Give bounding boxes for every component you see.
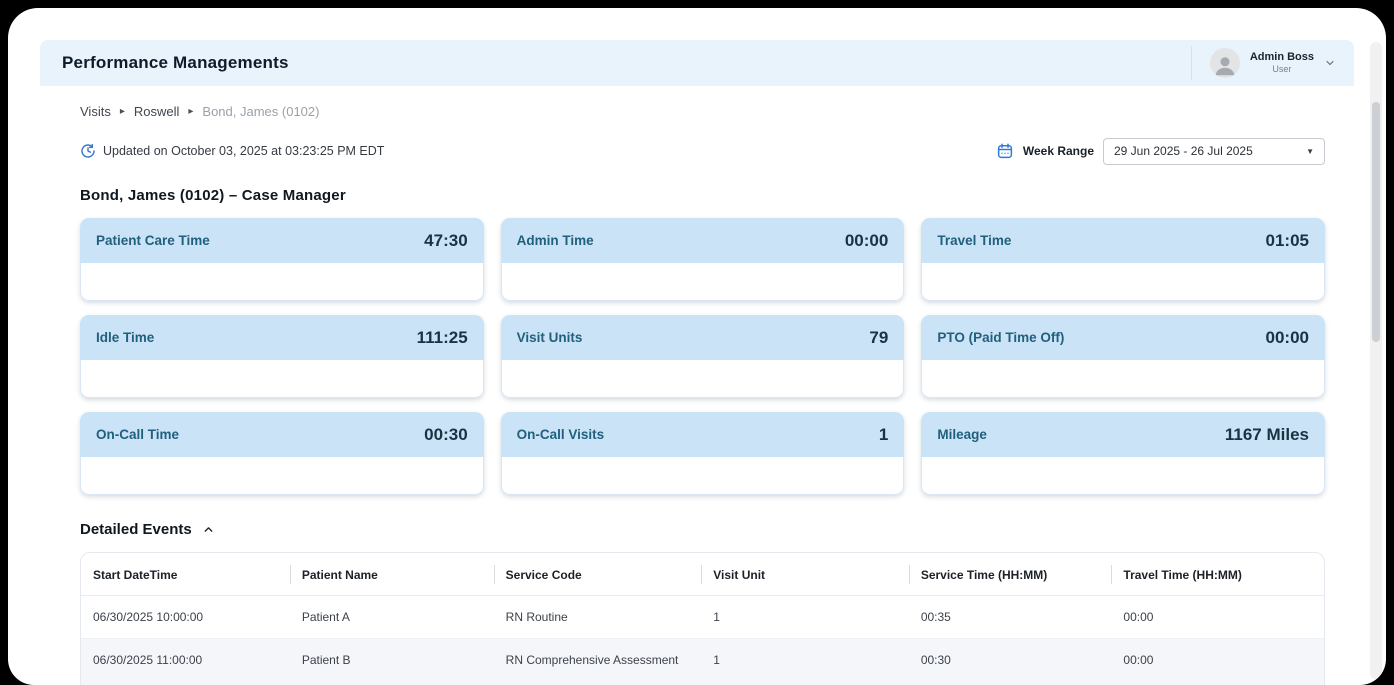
caret-down-icon: ▼ xyxy=(1306,147,1314,156)
metric-card-body xyxy=(501,360,905,398)
page-title: Performance Managements xyxy=(62,53,289,73)
metric-card-body xyxy=(80,457,484,495)
cell-travel-time: 00:00 xyxy=(1111,639,1324,685)
column-header-visit-unit: Visit Unit xyxy=(701,553,909,595)
metric-label: On-Call Visits xyxy=(517,427,605,442)
metrics-grid: Patient Care Time 47:30 Admin Time 00:00… xyxy=(80,218,1325,495)
chevron-up-icon[interactable] xyxy=(202,523,215,536)
table-header-row: Start DateTime Patient Name Service Code… xyxy=(81,553,1324,596)
metric-card-patient-care-time: Patient Care Time 47:30 xyxy=(80,218,484,301)
metric-value: 1 xyxy=(879,425,888,445)
cell-start-datetime: 06/30/2025 10:00:00 xyxy=(81,596,290,638)
cell-patient-name: Patient B xyxy=(290,639,494,685)
user-info: Admin Boss User xyxy=(1250,51,1314,75)
column-header-service-time: Service Time (HH:MM) xyxy=(909,553,1112,595)
metric-value: 111:25 xyxy=(417,328,468,348)
calendar-icon xyxy=(996,142,1014,160)
cell-service-time: 00:35 xyxy=(909,596,1112,638)
metric-label: Admin Time xyxy=(517,233,594,248)
metric-card-body xyxy=(80,263,484,301)
cell-visit-unit: 1 xyxy=(701,639,909,685)
metric-value: 00:30 xyxy=(424,425,467,445)
metric-card-on-call-visits: On-Call Visits 1 xyxy=(501,412,905,495)
chevron-down-icon xyxy=(1324,57,1336,69)
metric-label: Mileage xyxy=(937,427,987,442)
metric-label: Visit Units xyxy=(517,330,583,345)
metric-card-admin-time: Admin Time 00:00 xyxy=(501,218,905,301)
week-range-control: Week Range 29 Jun 2025 - 26 Jul 2025 ▼ xyxy=(996,138,1325,165)
metric-value: 1167 Miles xyxy=(1225,425,1309,445)
updated-text: Updated on October 03, 2025 at 03:23:25 … xyxy=(103,144,384,158)
metric-card-visit-units: Visit Units 79 xyxy=(501,315,905,398)
cell-visit-unit: 1 xyxy=(701,596,909,638)
metric-card-body xyxy=(501,263,905,301)
metric-card-travel-time: Travel Time 01:05 xyxy=(921,218,1325,301)
table-row: 06/30/2025 10:00:00 Patient A RN Routine… xyxy=(81,596,1324,639)
breadcrumb-separator-icon: ▸ xyxy=(120,107,125,117)
cell-service-time: 00:30 xyxy=(909,639,1112,685)
cell-service-code: RN Routine xyxy=(494,596,702,638)
week-range-value: 29 Jun 2025 - 26 Jul 2025 xyxy=(1114,144,1253,158)
table-row: 06/30/2025 11:00:00 Patient B RN Compreh… xyxy=(81,639,1324,685)
metric-label: Idle Time xyxy=(96,330,154,345)
user-menu[interactable]: Admin Boss User xyxy=(1191,46,1336,80)
metric-card-body xyxy=(921,263,1325,301)
breadcrumb-item-roswell[interactable]: Roswell xyxy=(134,104,180,119)
cell-patient-name: Patient A xyxy=(290,596,494,638)
detailed-events-table: Start DateTime Patient Name Service Code… xyxy=(80,552,1325,685)
user-name: Admin Boss xyxy=(1250,51,1314,64)
app-header: Performance Managements Admin Boss User xyxy=(40,40,1354,86)
cell-travel-time: 00:00 xyxy=(1111,596,1324,638)
metric-label: Travel Time xyxy=(937,233,1011,248)
breadcrumb-separator-icon: ▸ xyxy=(188,107,193,117)
metric-label: PTO (Paid Time Off) xyxy=(937,330,1064,345)
metric-value: 00:00 xyxy=(1266,328,1309,348)
metric-label: On-Call Time xyxy=(96,427,179,442)
breadcrumb-item-current: Bond, James (0102) xyxy=(202,104,319,119)
column-header-service-code: Service Code xyxy=(494,553,702,595)
user-role: User xyxy=(1250,64,1314,75)
avatar xyxy=(1210,48,1240,78)
metric-card-body xyxy=(921,360,1325,398)
metric-value: 47:30 xyxy=(424,231,467,251)
history-clock-icon xyxy=(80,143,96,159)
metric-card-body xyxy=(80,360,484,398)
cell-service-code: RN Comprehensive Assessment xyxy=(494,639,702,685)
scrollbar[interactable] xyxy=(1370,42,1382,679)
breadcrumb-item-visits[interactable]: Visits xyxy=(80,104,111,119)
metric-value: 00:00 xyxy=(845,231,888,251)
header-divider xyxy=(1191,46,1192,80)
metric-card-mileage: Mileage 1167 Miles xyxy=(921,412,1325,495)
breadcrumb: Visits ▸ Roswell ▸ Bond, James (0102) xyxy=(80,104,1325,119)
metric-value: 79 xyxy=(869,328,888,348)
column-header-travel-time: Travel Time (HH:MM) xyxy=(1111,553,1324,595)
metric-card-pto: PTO (Paid Time Off) 00:00 xyxy=(921,315,1325,398)
metric-card-on-call-time: On-Call Time 00:30 xyxy=(80,412,484,495)
scrollbar-thumb[interactable] xyxy=(1372,102,1380,342)
column-header-start-datetime: Start DateTime xyxy=(81,553,290,595)
metric-label: Patient Care Time xyxy=(96,233,210,248)
updated-status: Updated on October 03, 2025 at 03:23:25 … xyxy=(80,143,384,159)
metric-value: 01:05 xyxy=(1266,231,1309,251)
main-content: Visits ▸ Roswell ▸ Bond, James (0102) Up… xyxy=(8,86,1386,685)
status-row: Updated on October 03, 2025 at 03:23:25 … xyxy=(80,137,1325,165)
week-range-label: Week Range xyxy=(1023,144,1094,158)
detailed-events-header: Detailed Events xyxy=(80,521,1325,538)
week-range-select[interactable]: 29 Jun 2025 - 26 Jul 2025 ▼ xyxy=(1103,138,1325,165)
detailed-events-title: Detailed Events xyxy=(80,521,192,538)
metric-card-body xyxy=(921,457,1325,495)
user-icon xyxy=(1212,52,1238,78)
subject-title: Bond, James (0102) – Case Manager xyxy=(80,187,1325,204)
cell-start-datetime: 06/30/2025 11:00:00 xyxy=(81,639,290,685)
metric-card-body xyxy=(501,457,905,495)
metric-card-idle-time: Idle Time 111:25 xyxy=(80,315,484,398)
app-window: Performance Managements Admin Boss User xyxy=(8,8,1386,685)
column-header-patient-name: Patient Name xyxy=(290,553,494,595)
